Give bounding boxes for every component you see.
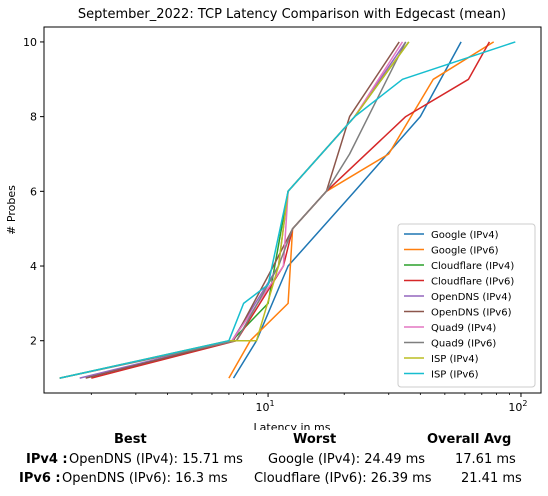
y-tick-label: 4 [30,260,37,273]
legend-label: ISP (IPv4) [431,354,479,365]
legend: Google (IPv4) Google (IPv6) Cloudflare (IP… [397,223,536,388]
series-line-4 [79,41,407,379]
y-axis-ticks: 2 4 6 8 10 [23,36,44,348]
series-line-7 [59,41,407,379]
ipv4-avg-value: 17.61 ms [455,452,516,467]
legend-label: Cloudflare (IPv4) [431,261,514,272]
x-tick-label: 101 [256,399,275,414]
legend-label: OpenDNS (IPv4) [431,292,512,303]
series-lines [59,41,516,379]
legend-label: Google (IPv4) [431,230,499,241]
legend-label: ISP (IPv6) [431,370,479,381]
series-line-5 [85,41,400,379]
legend-label: Google (IPv6) [431,246,499,257]
best-header: Best [114,432,147,447]
latency-summary-table: Best Worst Overall Avg IPv4 : OpenDNS (I… [0,430,548,496]
legend-label: OpenDNS (IPv6) [431,308,512,319]
series-line-6 [59,41,404,379]
y-tick-label: 2 [30,335,37,348]
ipv6-avg-value: 21.41 ms [461,471,522,486]
legend-label: Cloudflare (IPv6) [431,277,514,288]
ipv4-worst-value: Google (IPv4): 24.49 ms [268,452,426,467]
y-axis-label: # Probes [5,185,18,235]
ipv6-best-value: OpenDNS (IPv6): 16.3 ms [62,471,228,486]
x-axis-ticks: 101 102 [90,393,528,414]
legend-label: Quad9 (IPv4) [431,323,496,334]
overall-avg-header: Overall Avg [427,432,512,447]
worst-header: Worst [293,432,337,447]
ipv6-worst-value: Cloudflare (IPv6): 26.39 ms [254,471,432,486]
series-line-9 [59,41,516,379]
legend-label: Quad9 (IPv6) [431,339,496,350]
ipv4-best-value: OpenDNS (IPv4): 15.71 ms [69,452,243,467]
y-tick-label: 6 [30,185,37,198]
x-tick-label: 102 [508,399,527,414]
plot-frame [43,26,542,394]
y-tick-label: 8 [30,111,37,124]
y-tick-label: 10 [23,36,37,49]
chart-title: September_2022: TCP Latency Comparison w… [78,7,506,22]
legend-box [397,223,536,388]
latency-chart: September_2022: TCP Latency Comparison w… [5,7,542,430]
ipv4-row-label: IPv4 : [26,452,68,467]
x-axis-label: Latency in ms [254,421,331,430]
ipv6-row-label: IPv6 : [19,471,61,486]
